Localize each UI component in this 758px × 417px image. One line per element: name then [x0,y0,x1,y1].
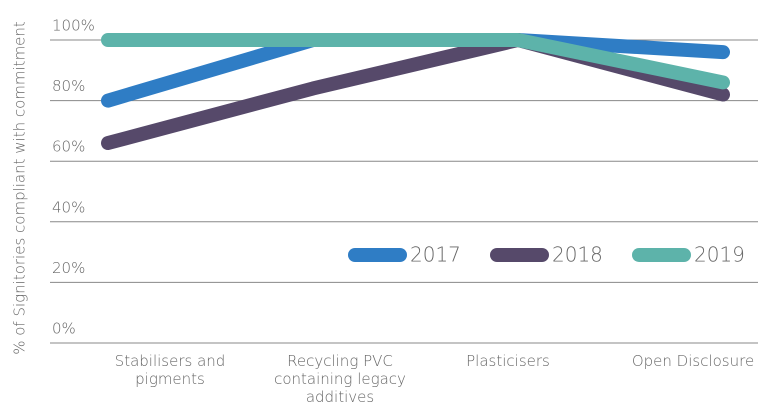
legend-label: 2018 [552,243,603,267]
y-tick-label: 0% [52,320,76,338]
legend-label: 2017 [410,243,461,267]
x-tick-label: Stabilisers and pigments [114,352,226,388]
y-axis-title: % of Signitories compliant with commitme… [11,21,29,355]
series-line [101,33,730,151]
legend-label: 2019 [694,243,745,267]
y-tick-label: 20% [52,259,85,277]
y-tick-label: 60% [52,138,85,156]
y-tick-label: 40% [52,198,85,216]
x-tick-label: Recycling PVC containing legacy additive… [274,352,406,406]
y-tick-label: 100% [52,17,95,35]
x-tick-label: Open Disclosure [631,352,755,370]
series-line [101,33,730,90]
y-tick-label: 80% [52,77,85,95]
x-tick-label: Plasticisers [466,352,550,370]
